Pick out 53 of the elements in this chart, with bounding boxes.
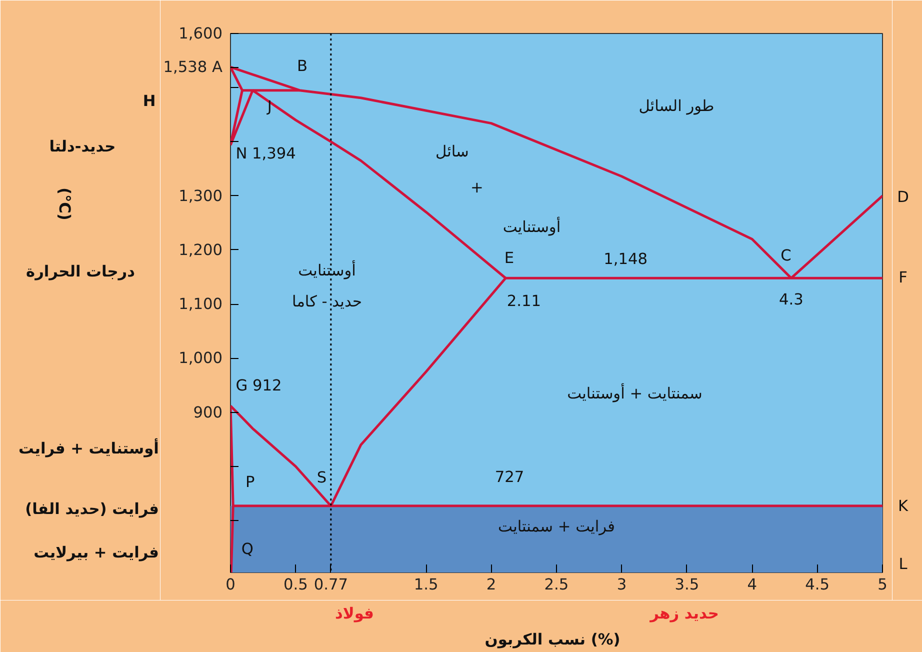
y-tick-label: 1,300 (178, 186, 223, 205)
annotation: S (316, 468, 327, 486)
y-tick-label: 1,600 (178, 24, 223, 42)
x-axis-title: نسب الكربون (%) (484, 630, 620, 648)
x-tick-label: 4 (747, 576, 757, 594)
text: F (898, 268, 908, 287)
annotation: B (296, 56, 308, 75)
y-tick-label: 1,538 A (163, 58, 224, 76)
x-tick-label: 0 (226, 576, 236, 594)
annotation: E (504, 249, 514, 268)
y-tick-label: 1,000 (178, 349, 223, 368)
annotation: أوستنايت (502, 216, 561, 236)
annotation: 4.3 (779, 290, 804, 309)
annotation: + (470, 178, 484, 197)
annotation: G 912 (236, 376, 282, 394)
x-tick-label: 2.5 (544, 576, 569, 594)
annotation: P (245, 473, 255, 492)
x-tick-label: 0.5 (284, 576, 308, 594)
x-tick-label: 3.5 (674, 576, 700, 594)
x-tick-label: 3 (616, 576, 627, 594)
text: H (142, 92, 156, 110)
x-tick-label: 5 (878, 576, 888, 594)
annotation: C (780, 246, 792, 264)
text: L (898, 554, 908, 573)
annotation: N 1,394 (236, 144, 296, 163)
annotation: طور السائل (638, 97, 714, 116)
text: درجات الحرارة (26, 262, 136, 281)
annotation: Q (241, 540, 254, 558)
text: حديد-دلتا (49, 138, 116, 156)
text: فرايت + بيرلايت (34, 543, 159, 562)
text: حديد زهر (649, 604, 719, 622)
text: D (897, 188, 909, 206)
annotation: فرايت + سمنتايت (498, 518, 615, 536)
y-tick-label: 1,200 (178, 240, 223, 259)
x-tick-label: 4.5 (805, 576, 830, 594)
text: K (898, 496, 909, 515)
annotation: J (266, 98, 272, 116)
y-tick-label: 1,100 (178, 295, 223, 314)
y-tick-label: 900 (193, 403, 223, 422)
x-tick-label: 2 (486, 576, 496, 594)
text: أوستنايت + فرايت (18, 438, 159, 458)
annotation: 2.11 (506, 292, 541, 310)
annotation: أوستنايت (298, 260, 356, 280)
x-tick-label: 1.5 (414, 576, 438, 594)
x-tick-label: 0.77 (314, 576, 348, 594)
annotation: 727 (494, 468, 524, 486)
annotation: سمنتايت + أوستنايت (567, 382, 702, 402)
text: فولاذ (335, 604, 374, 622)
annotation: حديد - كاما (292, 292, 362, 310)
text: فرايت (حديد الفا) (25, 500, 159, 518)
text: (°C) (56, 188, 74, 220)
annotation: سائل (435, 142, 469, 160)
annotation: 1,148 (604, 250, 648, 268)
